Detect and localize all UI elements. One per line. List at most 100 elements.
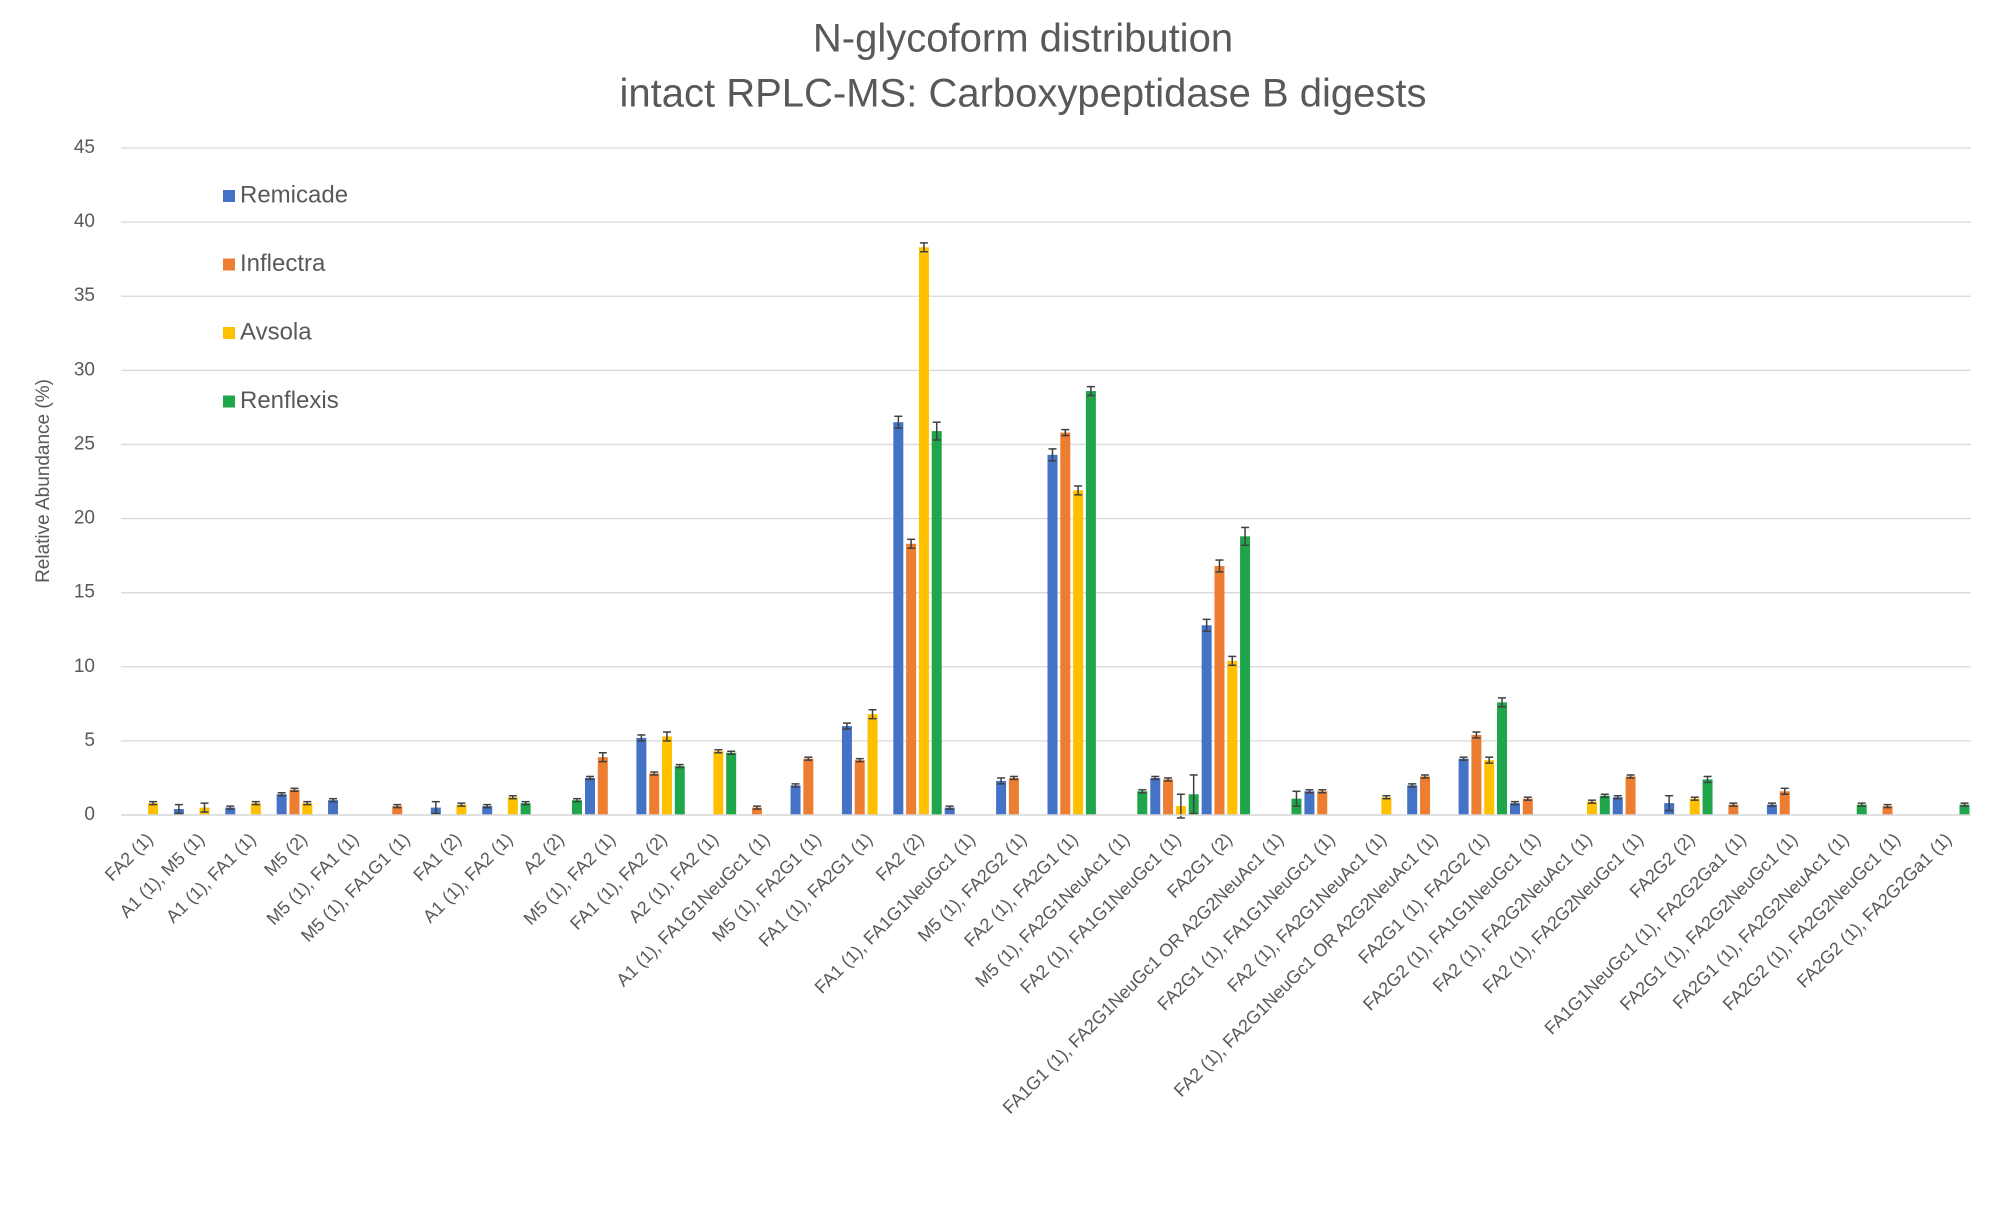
error-bar [894,415,903,429]
error-bar [650,771,659,776]
error-bar [1305,789,1314,794]
error-bar [1009,775,1018,781]
error-bar [945,805,954,810]
y-tick-label: 30 [74,359,95,380]
bar [918,247,929,815]
error-bar [277,792,286,797]
error-bar [1382,794,1391,800]
error-bar [791,783,800,788]
error-bar [1202,618,1211,632]
bar [1047,454,1058,815]
error-bar [1086,385,1095,397]
error-bar [1292,790,1301,807]
bar [906,543,917,815]
x-tick-label: A2 (2) [519,829,568,878]
error-bar [457,802,466,807]
bar [996,780,1007,815]
bar [148,803,159,815]
x-tick-label: M5 (1), FA1 (1) [263,829,363,929]
bar [1304,791,1315,815]
bar [803,758,814,815]
bar [1522,798,1533,815]
error-bar [727,750,736,755]
error-bar [662,731,671,742]
error-bar [1523,796,1532,801]
error-bar [714,749,723,754]
bar [1599,795,1610,815]
error-bar [1498,697,1507,708]
bar [225,807,236,815]
error-bar [1061,428,1070,437]
x-tick-label: M5 (2) [260,829,311,880]
y-tick-label: 20 [74,508,95,529]
error-bar [1151,775,1160,781]
bar [520,803,531,815]
error-bar [1857,802,1866,807]
legend-swatch [223,327,235,339]
bar [1060,432,1071,815]
bar [944,807,955,815]
error-bar [855,757,864,763]
bar [1227,660,1238,815]
bar [456,804,467,815]
y-axis-label: Relative Abundance (%) [33,379,54,583]
error-bar [1421,774,1430,779]
legend-swatch [223,258,235,271]
error-bar [637,734,646,742]
error-bar [1189,774,1198,815]
error-bar [200,802,209,813]
bar [1471,734,1482,815]
y-tick-label: 35 [74,285,95,306]
legend-label: Renflexis [240,387,339,414]
error-bar [1703,775,1712,784]
bar [867,714,878,815]
bar [584,777,595,815]
bar [1959,804,1970,815]
error-bar [1074,485,1083,496]
error-bar [1318,789,1327,794]
error-bar [1780,787,1789,795]
error-bar [393,803,402,809]
bar [1856,804,1867,815]
error-bar [303,800,312,806]
bar [1073,490,1084,815]
legend-label: Remicade [240,181,348,208]
bar [302,803,313,815]
bar [1779,791,1790,815]
bar [1420,776,1431,815]
error-bar [431,800,440,815]
error-bar [226,805,235,810]
bar [1484,760,1495,815]
bar [1381,797,1392,815]
chart-subtitle: intact RPLC-MS: Carboxypeptidase B diges… [619,72,1426,116]
bar [1407,785,1418,815]
error-bar [1459,756,1468,761]
bar [1882,806,1893,815]
error-bar [1408,783,1417,788]
error-bar [290,787,299,793]
y-tick-label: 45 [74,137,95,158]
x-tick-label: A1 (1), FA2 (1) [419,829,517,927]
bar [1612,797,1623,815]
bar [1625,776,1636,815]
error-bar [1485,756,1494,764]
bar [1150,777,1161,815]
bar [751,807,762,815]
x-tick-label: A1 (1), FA1 (1) [162,829,260,927]
error-bar [483,803,492,809]
error-bar [1767,802,1776,807]
error-bar [752,805,761,810]
bar [1201,625,1212,815]
bar [250,803,261,815]
error-bar [907,538,916,549]
error-bar [919,242,928,253]
bar [1317,791,1328,815]
error-bar [1665,794,1674,812]
error-bar [932,421,941,441]
bar [1240,536,1251,815]
bar [1085,391,1096,815]
y-tick-label: 15 [74,582,95,603]
error-bar [1241,526,1250,546]
error-bar [1048,448,1057,462]
